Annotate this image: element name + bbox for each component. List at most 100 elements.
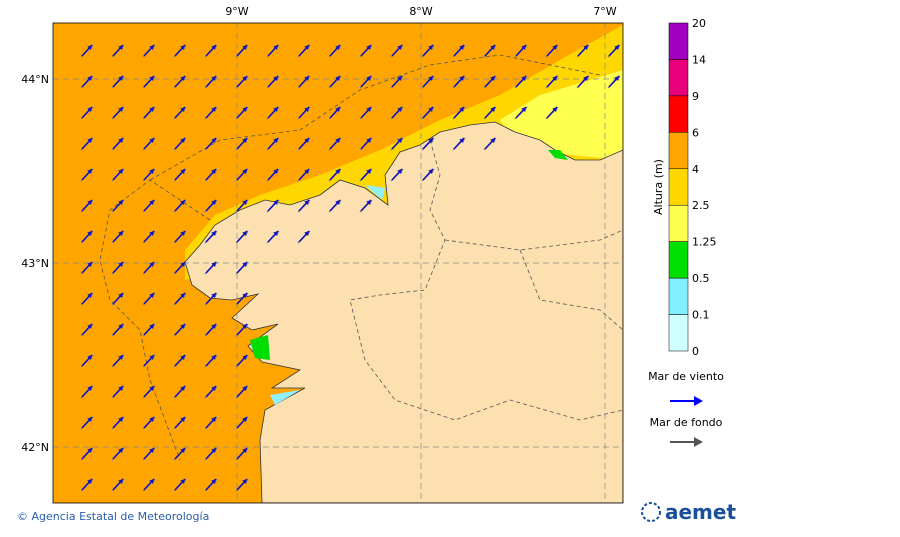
arrow-head (180, 386, 185, 391)
green-patch (250, 335, 270, 360)
arrow-head (180, 45, 185, 50)
lat-label: 42°N (21, 441, 49, 454)
arrow-head (180, 231, 185, 236)
logo-text: aemet (665, 500, 736, 524)
arrow-head (118, 200, 123, 205)
lon-label: 9°W (225, 5, 248, 18)
arrow-head (459, 45, 464, 50)
arrow-head (118, 107, 123, 112)
colorbar-label: 2.5 (692, 199, 710, 212)
arrow-head (211, 324, 216, 329)
arrow-head (211, 200, 216, 205)
arrow-head (242, 76, 247, 81)
arrow-head (304, 138, 309, 143)
arrow-head (304, 76, 309, 81)
arrow-head (87, 355, 92, 360)
arrow-head (242, 107, 247, 112)
arrow-head (118, 324, 123, 329)
arrow-head (149, 479, 154, 484)
arrow-head (87, 169, 92, 174)
arrow-head (583, 76, 588, 81)
arrow-head (242, 448, 247, 453)
arrow-head (211, 169, 216, 174)
cyan-patch (365, 185, 385, 200)
arrow-head (428, 138, 433, 143)
colorbar-label: 1.25 (692, 236, 717, 249)
arrow-head (118, 417, 123, 422)
colorbar-label: 6 (692, 126, 699, 139)
arrow-head (149, 324, 154, 329)
arrow-head (428, 45, 433, 50)
arrow-head (87, 324, 92, 329)
arrow-head (366, 107, 371, 112)
arrow-head (211, 107, 216, 112)
arrow-head (242, 324, 247, 329)
arrow-head (242, 355, 247, 360)
arrow-head (552, 45, 557, 50)
arrow-head (490, 76, 495, 81)
arrow-head (366, 76, 371, 81)
arrow-head (211, 45, 216, 50)
lat-label: 44°N (21, 73, 49, 86)
arrow-head (242, 138, 247, 143)
arrow-head (87, 386, 92, 391)
arrow-head (118, 448, 123, 453)
arrow-head (614, 76, 619, 81)
map (53, 23, 623, 503)
logo: aemet (641, 500, 736, 524)
arrow-head (242, 386, 247, 391)
arrow-head (149, 355, 154, 360)
arrow-head (304, 200, 309, 205)
colorbar-title: Altura (m) (652, 159, 665, 215)
arrow-head (583, 45, 588, 50)
arrow-head (490, 45, 495, 50)
arrow-head (87, 138, 92, 143)
arrow-head (180, 200, 185, 205)
arrow-head (87, 262, 92, 267)
arrow-head (273, 200, 278, 205)
arrow-head (242, 45, 247, 50)
arrow-head (211, 417, 216, 422)
green-patch (548, 150, 568, 160)
arrow-head (335, 76, 340, 81)
arrow-head (211, 138, 216, 143)
arrow-head (366, 138, 371, 143)
arrow-head (149, 386, 154, 391)
arrow-head (304, 231, 309, 236)
colorbar-swatch (668, 59, 689, 97)
lon-label: 8°W (409, 5, 432, 18)
wind-arrow-head (694, 396, 703, 406)
arrow-head (490, 138, 495, 143)
arrow-head (211, 355, 216, 360)
arrow-head (335, 107, 340, 112)
colorbar-label: 0 (692, 345, 699, 358)
arrow-head (180, 293, 185, 298)
arrow-head (242, 417, 247, 422)
arrow-head (211, 386, 216, 391)
axis-labels: 9°W 8°W 7°W 44°N 43°N 42°N (21, 5, 617, 454)
arrow-head (242, 169, 247, 174)
arrow-head (118, 355, 123, 360)
arrow-head (428, 76, 433, 81)
arrow-head (118, 386, 123, 391)
land (184, 121, 623, 503)
arrow-head (180, 417, 185, 422)
arrow-head (242, 262, 247, 267)
arrow-head (552, 76, 557, 81)
arrow-head (180, 76, 185, 81)
colorbar-swatch (668, 241, 689, 279)
arrow-head (118, 262, 123, 267)
swell-arrow-head (694, 437, 703, 447)
legend-wind-sea: Mar de viento (648, 370, 724, 383)
arrow-head (366, 200, 371, 205)
arrow-head (397, 169, 402, 174)
arrow-head (273, 169, 278, 174)
map-frame (52, 22, 624, 504)
arrow-head (304, 107, 309, 112)
arrow-head (118, 293, 123, 298)
arrow-head (366, 45, 371, 50)
arrow-head (428, 107, 433, 112)
arrow-head (118, 138, 123, 143)
arrow-head (87, 479, 92, 484)
arrow-head (211, 231, 216, 236)
